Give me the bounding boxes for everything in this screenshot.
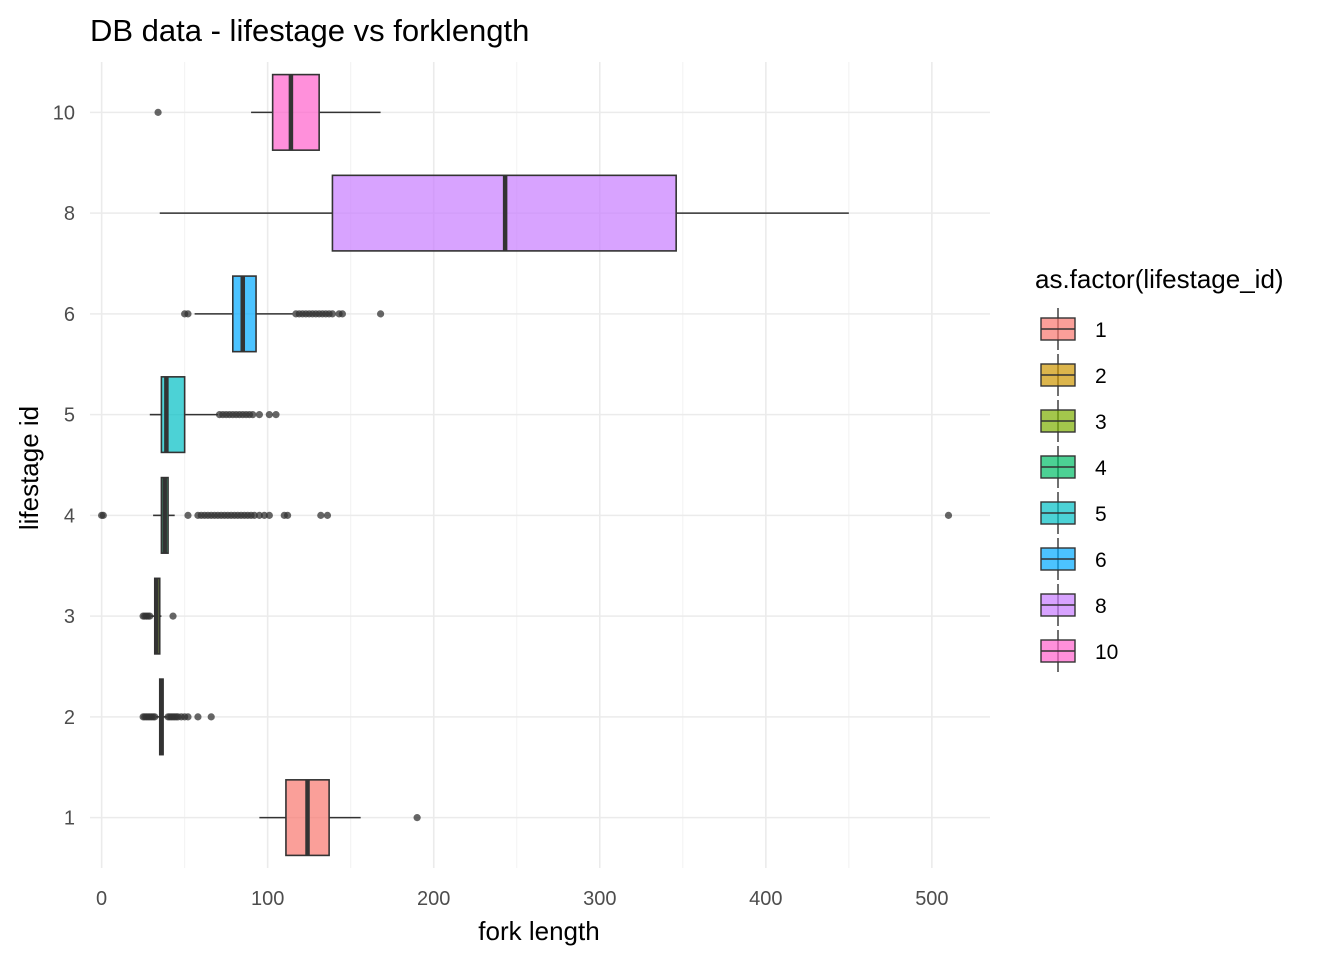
legend-item-4: 4 bbox=[1040, 446, 1107, 488]
box-4 bbox=[98, 476, 953, 554]
y-tick-label: 3 bbox=[64, 606, 75, 628]
outlier-point bbox=[255, 511, 263, 519]
y-tick-label: 1 bbox=[64, 808, 75, 830]
box-8 bbox=[159, 174, 849, 252]
box-10 bbox=[154, 73, 381, 151]
x-tick-label: 200 bbox=[417, 888, 450, 910]
y-tick-label: 8 bbox=[64, 203, 75, 225]
outlier-point bbox=[323, 511, 332, 519]
outlier-point bbox=[207, 713, 215, 721]
box-3 bbox=[139, 577, 177, 655]
box-1 bbox=[259, 779, 421, 857]
legend-label: 3 bbox=[1095, 411, 1107, 434]
y-axis-title: lifestage id bbox=[14, 406, 44, 530]
box-5 bbox=[149, 376, 280, 454]
outlier-point bbox=[317, 511, 325, 519]
outlier-point bbox=[151, 713, 159, 721]
chart-title: DB data - lifestage vs forklength bbox=[90, 13, 529, 48]
legend-label: 2 bbox=[1095, 365, 1107, 388]
outlier-point bbox=[265, 511, 273, 519]
plot-panel: 0 100 200 300 400 500 1 2 3 4 5 6 8 10 bbox=[53, 62, 990, 910]
legend-item-3: 3 bbox=[1040, 400, 1107, 442]
outlier-point bbox=[255, 411, 263, 419]
legend-title: as.factor(lifestage_id) bbox=[1035, 264, 1284, 294]
y-tick-label: 4 bbox=[64, 505, 75, 527]
legend-label: 1 bbox=[1095, 319, 1107, 342]
outlier-point bbox=[260, 511, 268, 519]
legend-label: 5 bbox=[1095, 503, 1107, 526]
legend-label: 8 bbox=[1095, 595, 1107, 618]
y-tick-label: 6 bbox=[64, 304, 75, 326]
outlier-point bbox=[184, 310, 192, 318]
outlier-point bbox=[328, 310, 337, 318]
outlier-point bbox=[194, 713, 202, 721]
outlier-point bbox=[184, 713, 192, 721]
outlier-point bbox=[944, 511, 953, 519]
y-tick-label: 10 bbox=[53, 102, 75, 124]
legend-item-2: 2 bbox=[1040, 354, 1107, 396]
outlier-point bbox=[249, 411, 257, 419]
outlier-point bbox=[99, 511, 107, 519]
box-6 bbox=[181, 275, 385, 353]
legend-item-6: 6 bbox=[1040, 538, 1107, 580]
y-tick-label: 2 bbox=[64, 707, 75, 729]
legend: as.factor(lifestage_id) 1 2 3 4 5 6 8 10 bbox=[1035, 264, 1284, 672]
outlier-point bbox=[250, 511, 258, 519]
box-2 bbox=[139, 678, 215, 756]
legend-item-8: 8 bbox=[1040, 584, 1107, 626]
legend-item-10: 10 bbox=[1040, 630, 1118, 672]
x-axis-title: fork length bbox=[478, 916, 599, 946]
outlier-point bbox=[169, 612, 177, 620]
outlier-point bbox=[284, 511, 292, 519]
x-tick-label: 300 bbox=[583, 888, 616, 910]
x-tick-label: 500 bbox=[915, 888, 948, 910]
y-tick-label: 5 bbox=[64, 405, 75, 427]
outlier-point bbox=[338, 310, 346, 318]
x-tick-label: 400 bbox=[749, 888, 782, 910]
x-tick-label: 0 bbox=[96, 888, 107, 910]
outlier-point bbox=[272, 411, 280, 419]
legend-item-5: 5 bbox=[1040, 492, 1107, 534]
legend-label: 10 bbox=[1095, 641, 1118, 664]
legend-item-1: 1 bbox=[1040, 308, 1107, 350]
outlier-point bbox=[413, 814, 421, 822]
outlier-point bbox=[265, 411, 273, 419]
outlier-point bbox=[154, 108, 162, 116]
x-tick-label: 100 bbox=[251, 888, 284, 910]
legend-label: 4 bbox=[1095, 457, 1107, 480]
legend-label: 6 bbox=[1095, 549, 1107, 572]
outlier-point bbox=[184, 511, 192, 519]
outlier-point bbox=[146, 612, 154, 620]
box-rect bbox=[271, 73, 320, 151]
outlier-point bbox=[376, 310, 385, 318]
